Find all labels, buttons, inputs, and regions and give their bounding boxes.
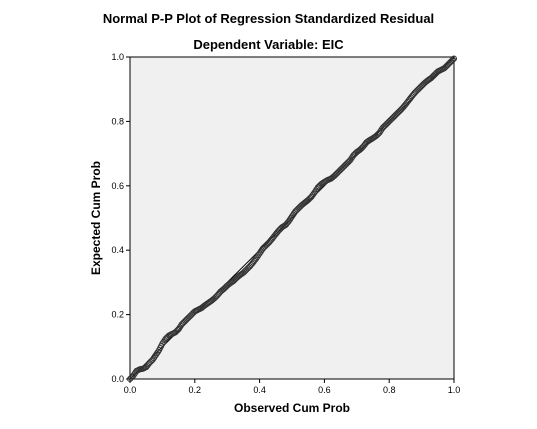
x-axis-title: Observed Cum Prob [234,401,350,415]
x-tick-label: 0.0 [124,385,137,395]
y-tick-label: 0.6 [111,181,124,191]
data-points [126,55,458,383]
x-tick-label: 0.4 [253,385,266,395]
y-tick-label: 1.0 [111,52,124,62]
x-tick-label: 0.2 [189,385,202,395]
y-tick-label: 0.8 [111,116,124,126]
chart-title: Normal P-P Plot of Regression Standardiz… [102,11,435,26]
x-tick-label: 1.0 [448,385,461,395]
y-tick-label: 0.2 [111,310,124,320]
y-tick-label: 0.4 [111,245,124,255]
x-tick-label: 0.6 [318,385,331,395]
x-ticks: 0.0 0.2 0.4 0.6 0.8 1.0 [124,379,461,395]
y-axis-title: Expected Cum Prob [89,161,103,275]
data-point [449,56,456,63]
data-point [450,55,458,62]
x-tick-label: 0.8 [383,385,396,395]
chart-subtitle: Dependent Variable: EIC [193,37,344,52]
y-tick-label: 0.0 [111,374,124,384]
y-ticks: 0.0 0.2 0.4 0.6 0.8 1.0 [111,52,130,384]
